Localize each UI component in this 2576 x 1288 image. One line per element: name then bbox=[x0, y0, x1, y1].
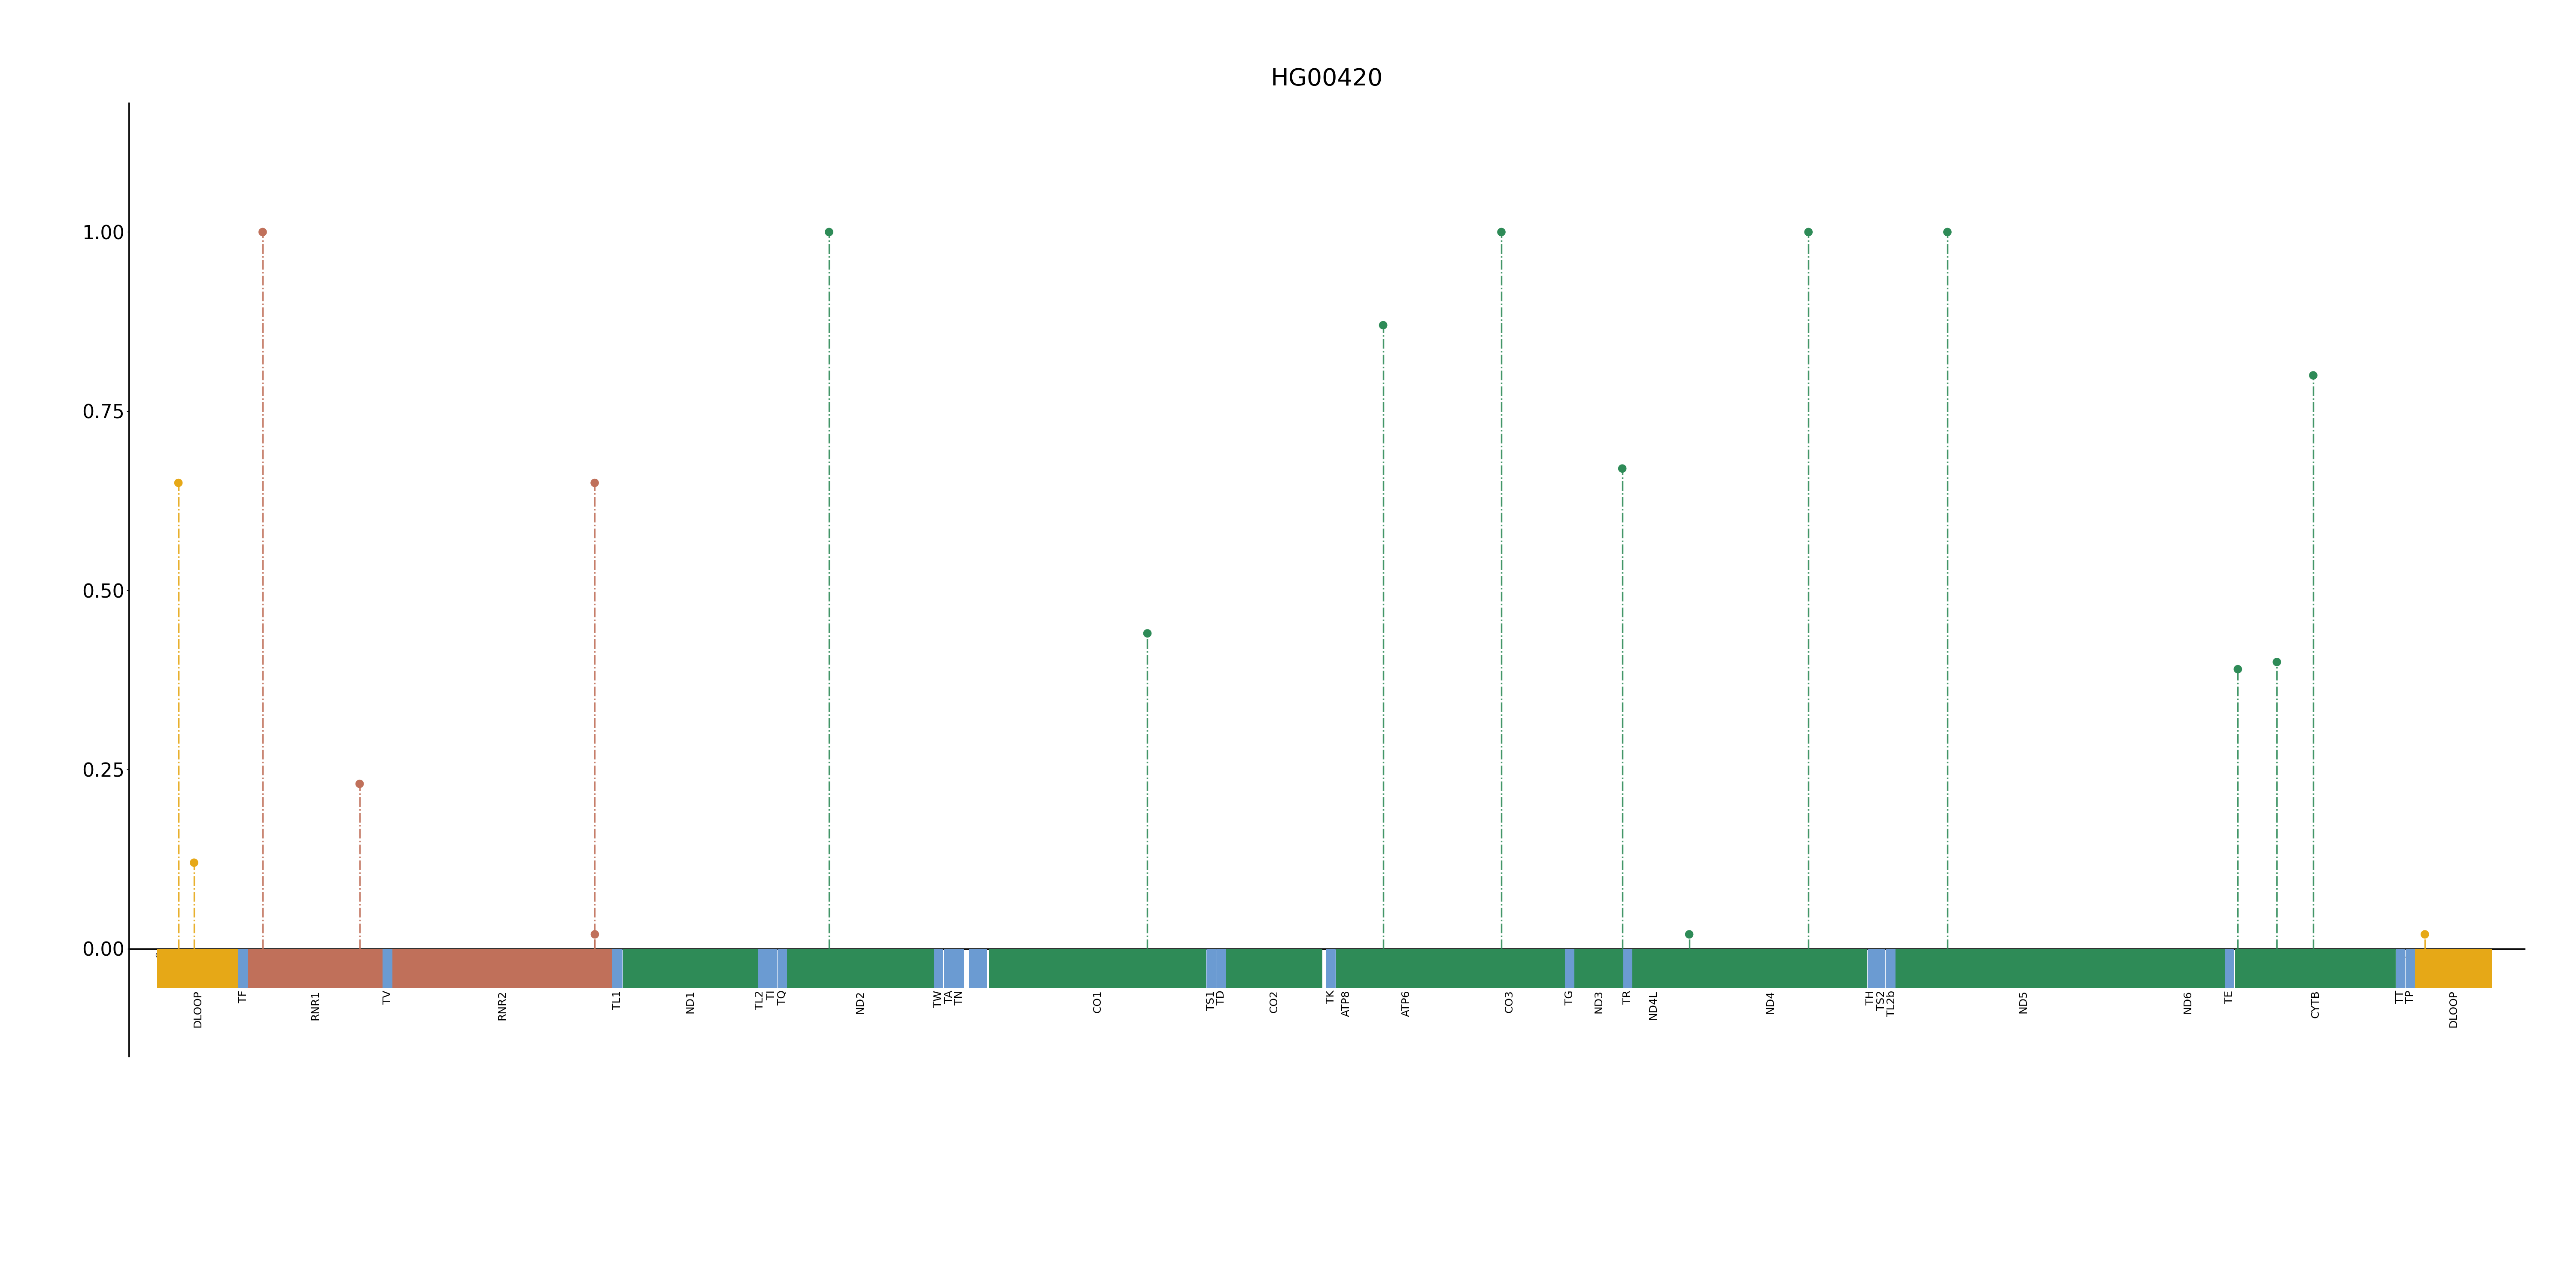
Point bbox=[1126, 623, 1167, 644]
Point bbox=[2257, 652, 2298, 672]
Text: TH: TH bbox=[1865, 990, 1875, 1005]
Text: RNR2: RNR2 bbox=[497, 990, 507, 1020]
Text: RNR1: RNR1 bbox=[309, 990, 319, 1020]
Bar bbox=[1327, 949, 1337, 988]
Bar bbox=[1566, 949, 1574, 988]
Text: TQ: TQ bbox=[778, 990, 788, 1005]
Bar bbox=[1633, 949, 1674, 988]
Point bbox=[2218, 659, 2259, 680]
Text: CO3: CO3 bbox=[1504, 990, 1515, 1012]
Text: TG: TG bbox=[1564, 990, 1574, 1005]
Point bbox=[809, 222, 850, 242]
Bar bbox=[979, 949, 987, 988]
Bar bbox=[768, 949, 778, 988]
Point bbox=[1481, 222, 1522, 242]
Point bbox=[157, 473, 198, 493]
Bar bbox=[969, 949, 979, 988]
Bar bbox=[1674, 949, 1868, 988]
Bar bbox=[757, 949, 768, 988]
Text: DLOOP: DLOOP bbox=[193, 990, 204, 1028]
Bar bbox=[613, 949, 623, 988]
Bar bbox=[1206, 949, 1216, 988]
Text: DLOOP: DLOOP bbox=[2447, 990, 2458, 1028]
Text: TN: TN bbox=[953, 990, 963, 1005]
Text: ND4: ND4 bbox=[1765, 990, 1775, 1014]
Text: TP: TP bbox=[2406, 990, 2416, 1003]
Point bbox=[1363, 314, 1404, 335]
Bar bbox=[1337, 949, 1365, 988]
Bar bbox=[2396, 949, 2406, 988]
Bar bbox=[1623, 949, 1633, 988]
Bar bbox=[1878, 949, 1886, 988]
Text: TE: TE bbox=[2226, 990, 2236, 1003]
Bar bbox=[2406, 949, 2414, 988]
Text: CO1: CO1 bbox=[1092, 990, 1103, 1012]
Text: TA: TA bbox=[943, 990, 953, 1003]
Text: TL1: TL1 bbox=[613, 990, 623, 1010]
Bar bbox=[392, 949, 613, 988]
Point bbox=[574, 923, 616, 944]
Point bbox=[574, 473, 616, 493]
Text: TD: TD bbox=[1216, 990, 1226, 1005]
Text: TS2: TS2 bbox=[1875, 990, 1886, 1011]
Bar bbox=[1226, 949, 1321, 988]
Bar bbox=[2236, 949, 2396, 988]
Text: CO2: CO2 bbox=[1270, 990, 1280, 1012]
Text: TW: TW bbox=[933, 990, 943, 1007]
Text: TF: TF bbox=[237, 990, 247, 1003]
Text: ND3: ND3 bbox=[1595, 990, 1605, 1014]
Bar bbox=[933, 949, 943, 988]
Text: TI: TI bbox=[765, 990, 775, 999]
Point bbox=[340, 774, 381, 795]
Text: ATP6: ATP6 bbox=[1401, 990, 1412, 1016]
Point bbox=[1927, 222, 1968, 242]
Bar bbox=[1358, 949, 1455, 988]
Text: TT: TT bbox=[2396, 990, 2406, 1003]
Point bbox=[2403, 923, 2445, 944]
Bar bbox=[384, 949, 392, 988]
Bar bbox=[2416, 949, 2491, 988]
Bar bbox=[778, 949, 786, 988]
Bar bbox=[945, 949, 953, 988]
Bar bbox=[953, 949, 963, 988]
Bar bbox=[1896, 949, 2151, 988]
Bar bbox=[2226, 949, 2233, 988]
Point bbox=[2293, 365, 2334, 385]
Point bbox=[1669, 923, 1710, 944]
Text: ND4L: ND4L bbox=[1649, 990, 1659, 1020]
Text: ATP8: ATP8 bbox=[1342, 990, 1352, 1016]
Text: TS1: TS1 bbox=[1206, 990, 1216, 1011]
Bar bbox=[1886, 949, 1896, 988]
Bar bbox=[1574, 949, 1623, 988]
Point bbox=[1788, 222, 1829, 242]
Text: TK: TK bbox=[1327, 990, 1337, 1003]
Bar bbox=[989, 949, 1206, 988]
Bar bbox=[786, 949, 933, 988]
Text: ND2: ND2 bbox=[855, 990, 866, 1014]
Bar bbox=[1868, 949, 1878, 988]
Bar bbox=[623, 949, 757, 988]
Text: ND1: ND1 bbox=[685, 990, 696, 1014]
Text: ND6: ND6 bbox=[2182, 990, 2192, 1014]
Bar bbox=[2151, 949, 2226, 988]
Bar bbox=[1455, 949, 1564, 988]
Text: TV: TV bbox=[381, 990, 392, 1005]
Text: ND5: ND5 bbox=[2017, 990, 2027, 1014]
Bar bbox=[157, 949, 237, 988]
Title: HG00420: HG00420 bbox=[1270, 67, 1383, 90]
Bar bbox=[247, 949, 384, 988]
Point bbox=[1602, 459, 1643, 479]
Point bbox=[173, 853, 214, 873]
Text: TL2: TL2 bbox=[755, 990, 765, 1010]
Point bbox=[242, 222, 283, 242]
Bar bbox=[240, 949, 247, 988]
Text: CYTB: CYTB bbox=[2311, 990, 2321, 1018]
Text: TL2b: TL2b bbox=[1886, 990, 1896, 1016]
Bar bbox=[1216, 949, 1226, 988]
Text: TR: TR bbox=[1623, 990, 1633, 1005]
